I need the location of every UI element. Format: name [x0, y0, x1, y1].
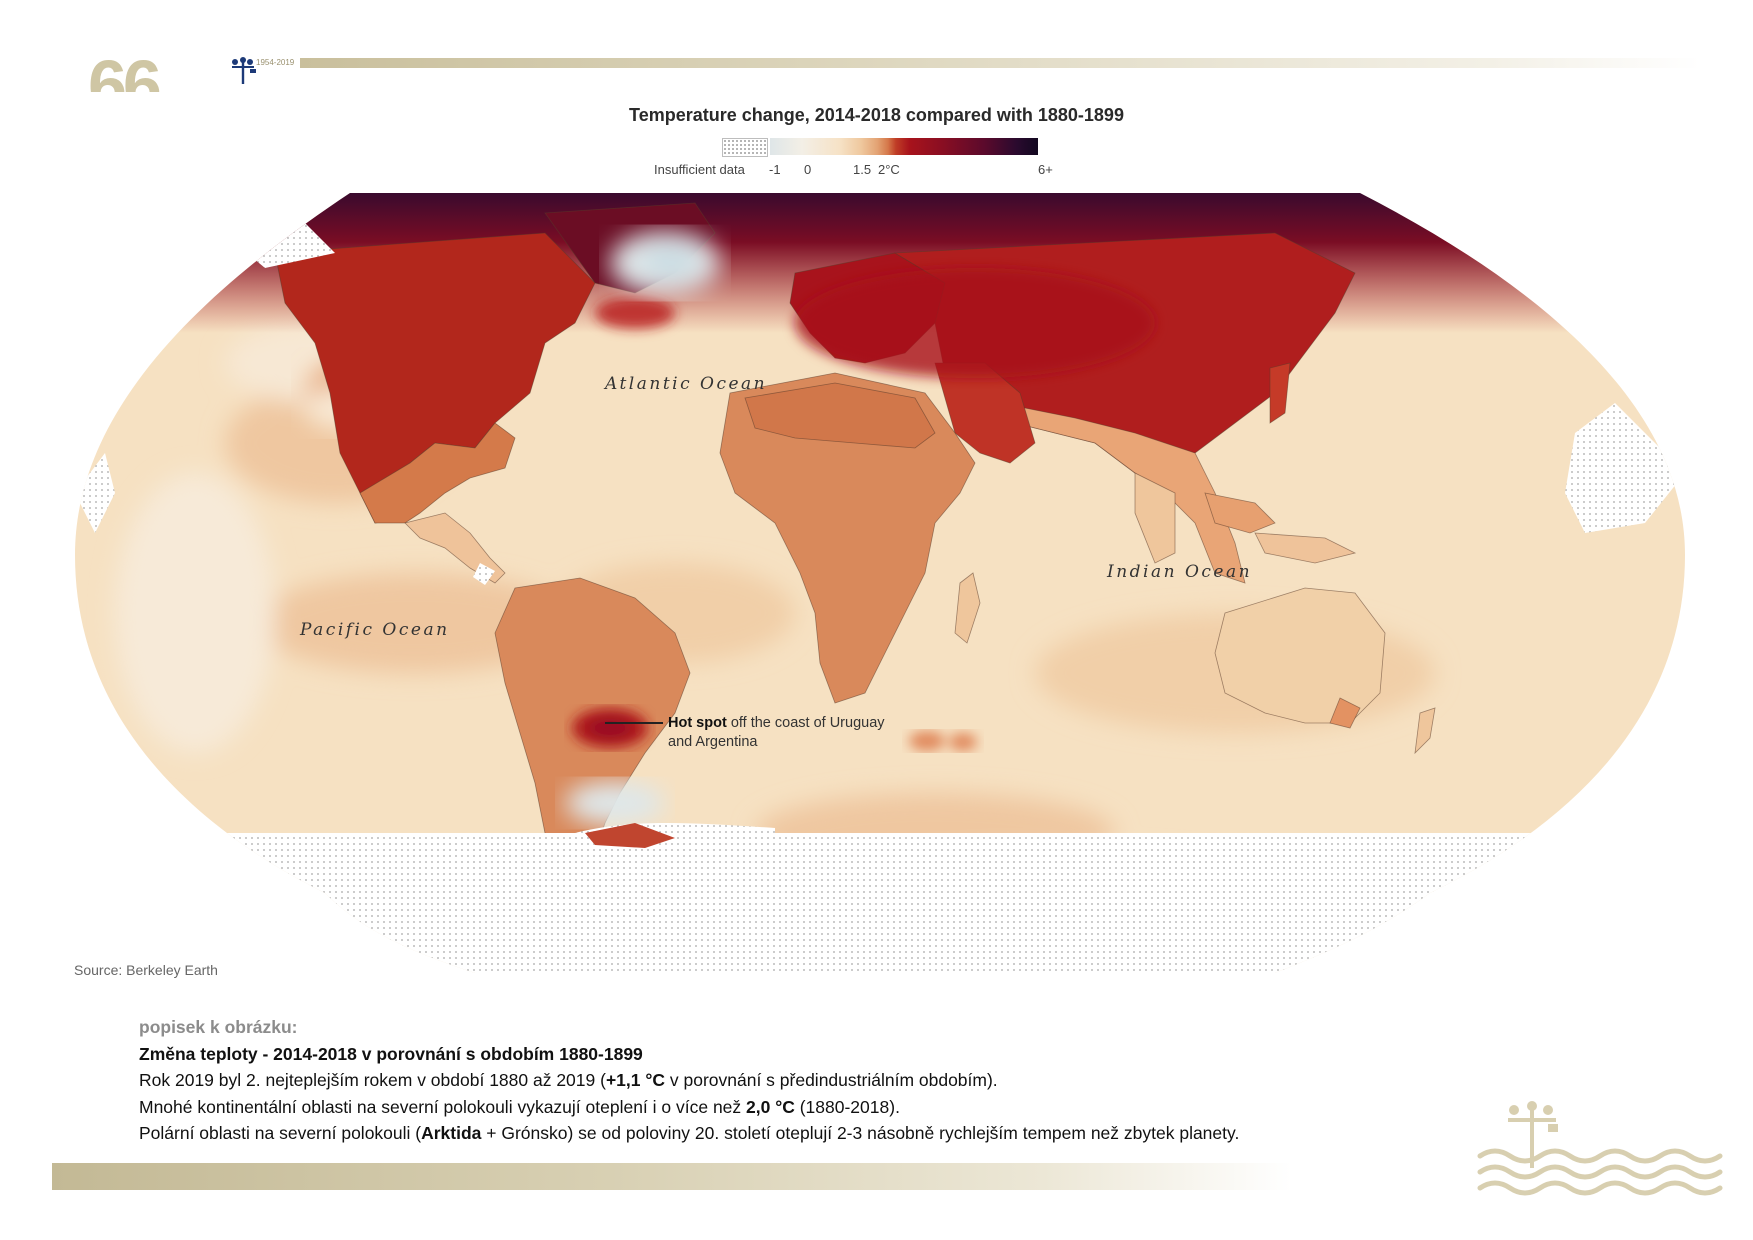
map-field	[75, 193, 1685, 973]
legend-color-ramp	[770, 138, 1038, 155]
figure-caption: popisek k obrázku: Změna teploty - 2014-…	[139, 1014, 1239, 1147]
hot-spot-label-line2: and Argentina	[668, 734, 758, 750]
logo-digits: 66	[88, 56, 162, 92]
weather-station-waves-icon	[1477, 1101, 1723, 1196]
legend-tick: 2°C	[878, 162, 900, 177]
caption-text: v porovnání s předindustriálním obdobím)…	[665, 1070, 998, 1090]
caption-text: + Grónsko) se od poloviny 20. století ot…	[481, 1123, 1240, 1143]
caption-line-3: Polární oblasti na severní polokouli (Ar…	[139, 1120, 1239, 1147]
footer-rule	[52, 1163, 1292, 1190]
legend-tick: 1.5	[853, 162, 872, 177]
hot-spot-bold: Hot spot	[668, 715, 727, 731]
color-legend: Insufficient data -1 0 1.5 2°C 6+	[650, 136, 1090, 186]
caption-emphasis: +1,1 °C	[605, 1070, 665, 1090]
ocean-label-pacific: Pacific Ocean	[299, 620, 450, 640]
caption-emphasis: 2,0 °C	[746, 1096, 795, 1117]
legend-tick: 0	[804, 162, 812, 177]
legend-insufficient-swatch	[722, 138, 768, 157]
logo-years: 1954-2019	[256, 58, 295, 67]
caption-text: Mnohé kontinentální oblasti na severní p…	[139, 1096, 747, 1117]
legend-tick: 6+	[1038, 162, 1053, 177]
header-rule	[300, 58, 1700, 68]
map-source: Source: Berkeley Earth	[74, 962, 218, 978]
caption-text: (1880-2018).	[794, 1096, 900, 1117]
caption-line-2: Mnohé kontinentální oblasti na severní p…	[139, 1094, 1239, 1121]
temperature-map: Atlantic Ocean Pacific Ocean Indian Ocea…	[75, 193, 1685, 975]
hot-spot-label: Hot spot off the coast of Uruguay	[668, 715, 885, 731]
caption-label: popisek k obrázku:	[139, 1017, 298, 1037]
map-title: Temperature change, 2014-2018 compared w…	[629, 105, 1124, 125]
weather-station-icon	[232, 57, 256, 84]
anniversary-logo: 66 1954-2019	[88, 56, 298, 92]
africa	[719, 372, 976, 704]
caption-title: Změna teploty - 2014-2018 v porovnání s …	[139, 1043, 643, 1064]
ocean-label-indian: Indian Ocean	[1106, 562, 1252, 582]
caption-line-1: Rok 2019 byl 2. nejteplejším rokem v obd…	[139, 1067, 1239, 1094]
legend-insufficient-label: Insufficient data	[654, 162, 745, 177]
caption-text: Polární oblasti na severní polokouli (	[139, 1123, 422, 1143]
hot-spot-rest: off the coast of Uruguay	[727, 715, 885, 731]
ocean-label-atlantic: Atlantic Ocean	[603, 374, 767, 394]
caption-emphasis: Arktida	[421, 1123, 482, 1143]
caption-text: Rok 2019 byl 2. nejteplejším rokem v obd…	[139, 1070, 606, 1090]
legend-tick: -1	[769, 162, 781, 177]
